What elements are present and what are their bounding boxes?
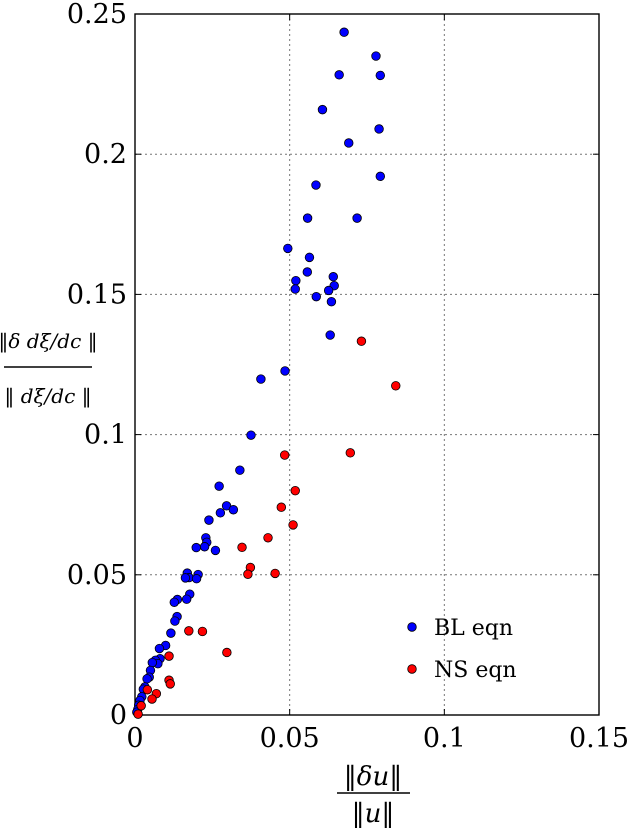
data-point — [142, 674, 152, 684]
data-point — [375, 171, 386, 182]
y-axis-label-numerator: ‖δ dξ/dc ‖ — [0, 329, 98, 354]
data-point — [204, 515, 214, 525]
legend-marker — [407, 664, 417, 674]
x-tick-label: 0.15 — [569, 723, 627, 754]
x-axis-label: ‖δu‖ ‖u‖ — [337, 762, 410, 828]
y-tick-labels: 0 0.05 0.1 0.15 0.2 0.25 — [67, 0, 127, 731]
data-point — [169, 597, 179, 607]
y-tick-label: 0.15 — [67, 279, 127, 310]
data-point — [328, 272, 338, 282]
data-point — [184, 626, 194, 636]
data-point — [334, 70, 344, 80]
data-points — [132, 27, 401, 719]
data-point — [371, 51, 381, 61]
x-axis-label-numerator: ‖δu‖ — [344, 762, 402, 792]
data-point — [283, 243, 293, 254]
legend-label: NS eqn — [434, 658, 517, 683]
data-point — [237, 542, 247, 553]
data-point — [344, 138, 354, 148]
series-bl — [132, 27, 386, 717]
x-axis-label-denominator: ‖u‖ — [352, 799, 395, 828]
data-point — [323, 285, 334, 296]
data-point — [291, 275, 301, 286]
legend-entry: NS eqn — [407, 658, 517, 683]
data-point — [181, 594, 192, 604]
data-point — [166, 628, 176, 638]
x-tick-labels: 0 0.05 0.1 0.15 — [126, 723, 627, 754]
data-point — [288, 520, 298, 530]
data-point — [317, 104, 328, 115]
x-tick-label: 0 — [126, 723, 143, 754]
y-tick-label: 0.25 — [67, 0, 127, 30]
data-point — [164, 651, 174, 661]
y-tick-label: 0 — [110, 700, 127, 731]
data-point — [356, 336, 367, 346]
data-point — [374, 124, 384, 134]
data-point — [228, 505, 239, 515]
legend-entry: BL eqn — [407, 616, 513, 641]
y-axis-label: ‖δ dξ/dc ‖ ‖ dξ/dc ‖ — [0, 329, 98, 409]
legend-label: BL eqn — [434, 616, 513, 641]
data-point — [280, 366, 290, 376]
data-point — [214, 481, 224, 491]
data-point — [210, 545, 221, 556]
series-ns — [133, 336, 401, 719]
data-point — [256, 374, 266, 384]
y-tick-label: 0.2 — [84, 139, 127, 170]
legend: BL eqn NS eqn — [407, 616, 517, 683]
data-point — [235, 465, 245, 475]
data-point — [326, 296, 337, 307]
data-point — [263, 533, 273, 543]
data-point — [270, 568, 280, 579]
legend-marker — [407, 622, 417, 632]
x-tick-label: 0.05 — [260, 723, 320, 754]
data-point — [154, 643, 165, 654]
data-point — [311, 291, 321, 302]
data-point — [222, 647, 232, 658]
data-point — [191, 574, 202, 584]
data-point — [391, 381, 401, 391]
data-point — [339, 27, 349, 37]
x-tick-label: 0.1 — [423, 723, 466, 754]
data-point — [311, 180, 321, 190]
data-point — [243, 569, 253, 579]
y-axis-label-denominator: ‖ dξ/dc ‖ — [4, 384, 91, 409]
data-point — [290, 485, 300, 496]
data-point — [302, 267, 312, 277]
data-point — [352, 213, 362, 223]
data-point — [136, 701, 146, 711]
data-point — [276, 502, 287, 512]
data-point — [304, 252, 315, 263]
data-point — [142, 685, 153, 695]
data-point — [147, 657, 158, 668]
data-point — [180, 573, 191, 583]
data-point — [302, 213, 313, 223]
data-point — [197, 626, 208, 637]
grid-lines — [135, 14, 599, 715]
data-point — [290, 284, 300, 294]
data-point — [375, 70, 386, 81]
data-point — [325, 330, 335, 340]
data-point — [345, 448, 355, 458]
y-tick-label: 0.1 — [84, 420, 127, 451]
axis-ticks — [134, 13, 600, 716]
data-point — [280, 450, 290, 460]
data-point — [165, 679, 175, 689]
data-point — [191, 542, 201, 553]
plot-frame — [134, 13, 600, 716]
data-point — [147, 694, 157, 704]
data-point — [199, 542, 210, 552]
data-point — [215, 508, 226, 518]
data-point — [246, 430, 256, 440]
data-point — [170, 616, 180, 626]
y-tick-label: 0.05 — [67, 560, 127, 591]
data-point — [133, 709, 143, 719]
